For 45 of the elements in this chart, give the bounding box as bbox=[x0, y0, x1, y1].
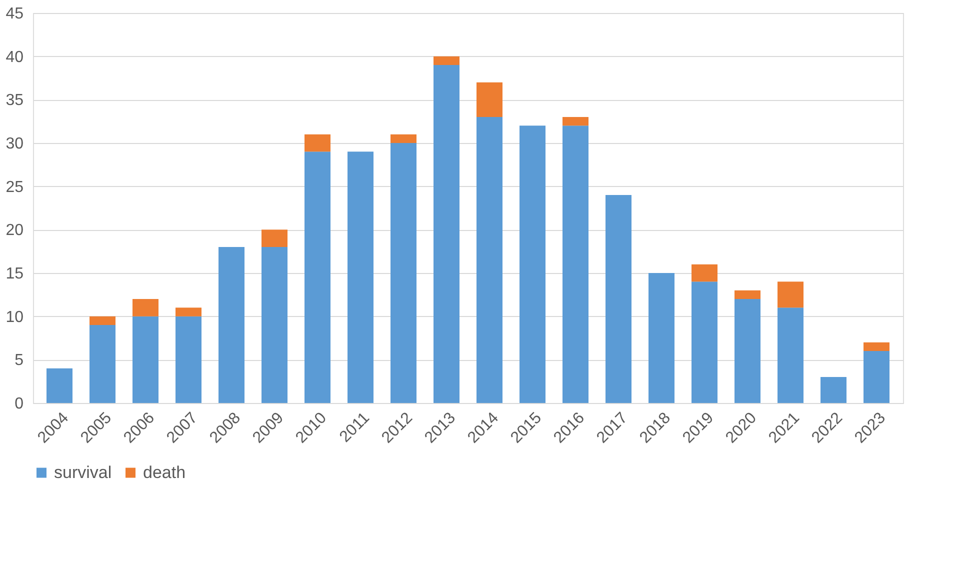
bar bbox=[778, 282, 804, 308]
y-tick-label: 30 bbox=[6, 136, 24, 152]
bar bbox=[390, 134, 416, 143]
bar bbox=[262, 247, 288, 403]
bar bbox=[692, 264, 718, 282]
bar bbox=[304, 152, 330, 403]
bar bbox=[132, 299, 158, 316]
y-tick-label: 15 bbox=[6, 266, 24, 282]
bar bbox=[606, 195, 632, 403]
bar bbox=[778, 308, 804, 403]
bar bbox=[864, 351, 890, 403]
bar bbox=[692, 282, 718, 403]
bar bbox=[46, 368, 72, 403]
y-tick-label: 5 bbox=[14, 352, 24, 370]
bar bbox=[390, 143, 416, 403]
y-tick-label: 35 bbox=[6, 92, 24, 110]
bar bbox=[304, 134, 330, 152]
bar bbox=[734, 290, 760, 299]
y-tick-label: 25 bbox=[6, 178, 24, 196]
bar bbox=[562, 117, 588, 126]
bar bbox=[90, 325, 116, 403]
bar bbox=[820, 377, 846, 403]
y-tick-label: 0 bbox=[14, 396, 24, 412]
bar bbox=[348, 152, 374, 403]
bar bbox=[132, 316, 158, 403]
bar bbox=[90, 316, 116, 325]
bar bbox=[434, 65, 460, 403]
y-tick-label: 20 bbox=[6, 222, 24, 240]
bar bbox=[262, 230, 288, 247]
bar bbox=[176, 316, 202, 403]
bar bbox=[176, 308, 202, 316]
bar bbox=[434, 56, 460, 65]
bar bbox=[476, 82, 502, 117]
bar bbox=[648, 273, 674, 403]
bar bbox=[476, 117, 502, 403]
bar bbox=[562, 126, 588, 403]
y-tick-label: 40 bbox=[6, 48, 24, 66]
bar bbox=[218, 247, 244, 403]
legend-label: survival bbox=[54, 462, 112, 482]
y-tick-label: 10 bbox=[6, 308, 24, 326]
bar bbox=[864, 342, 890, 351]
y-tick-label: 45 bbox=[6, 6, 24, 22]
bar bbox=[520, 126, 546, 403]
bar bbox=[734, 299, 760, 403]
legend-label: death bbox=[143, 462, 186, 482]
